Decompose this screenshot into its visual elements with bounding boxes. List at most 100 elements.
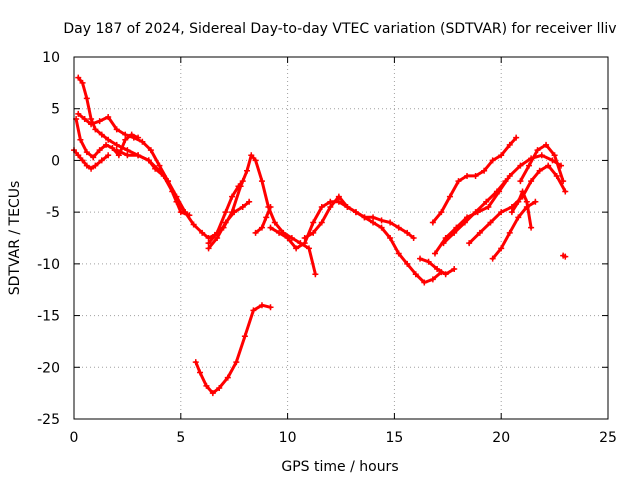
data-series-track-m — [429, 134, 520, 226]
data-point-marker — [258, 224, 265, 231]
data-point-marker — [169, 188, 176, 195]
data-point-marker — [81, 116, 88, 123]
data-point-marker — [352, 209, 359, 216]
data-point-marker — [124, 152, 131, 159]
data-point-marker — [263, 214, 270, 221]
data-point-marker — [318, 203, 325, 210]
data-point-marker — [440, 240, 447, 247]
data-series-track-l — [417, 255, 458, 278]
data-point-marker — [224, 374, 231, 381]
data-point-marker — [344, 203, 351, 210]
data-point-marker — [498, 209, 505, 216]
data-point-marker — [404, 229, 411, 236]
data-point-marker — [446, 193, 453, 200]
data-point-marker — [229, 193, 236, 200]
data-series-track-k — [192, 302, 274, 397]
data-point-marker — [113, 126, 120, 133]
data-point-marker — [431, 250, 438, 257]
data-point-marker — [528, 224, 535, 231]
data-point-marker — [508, 209, 515, 216]
data-point-marker — [246, 198, 253, 205]
data-point-marker — [250, 307, 257, 314]
data-point-marker — [113, 141, 120, 148]
data-point-marker — [493, 188, 500, 195]
data-point-marker — [438, 209, 445, 216]
data-point-marker — [312, 271, 319, 278]
data-point-marker — [551, 152, 558, 159]
data-point-marker — [466, 240, 473, 247]
data-point-marker — [88, 116, 95, 123]
x-tick-label: 25 — [599, 430, 617, 446]
data-point-marker — [451, 266, 458, 273]
data-point-marker — [267, 304, 274, 311]
data-point-marker — [451, 229, 458, 236]
data-series-track-f — [205, 198, 253, 252]
data-series-track-r — [508, 188, 535, 231]
data-point-marker — [122, 136, 129, 143]
data-series-track-g — [205, 178, 246, 247]
data-point-marker — [190, 221, 197, 228]
data-point-marker — [553, 172, 560, 179]
data-point-marker — [205, 235, 212, 241]
data-point-marker — [327, 198, 334, 205]
data-point-marker — [248, 152, 255, 159]
data-point-marker — [476, 229, 483, 236]
data-point-marker — [105, 113, 112, 120]
data-point-marker — [160, 172, 167, 179]
y-tick-label: 0 — [51, 153, 60, 169]
data-point-marker — [515, 214, 522, 221]
data-point-marker — [214, 235, 221, 241]
data-point-marker — [258, 178, 265, 185]
data-point-marker — [442, 271, 449, 278]
data-point-marker — [103, 141, 110, 148]
data-point-marker — [192, 359, 199, 366]
data-point-marker — [156, 162, 163, 169]
data-point-marker — [105, 152, 112, 159]
data-point-marker — [75, 110, 82, 117]
data-point-marker — [252, 229, 259, 236]
data-point-marker — [83, 149, 90, 156]
data-point-marker — [485, 203, 492, 210]
data-point-marker — [222, 219, 229, 226]
data-point-marker — [472, 209, 479, 216]
data-point-marker — [239, 203, 246, 210]
data-point-marker — [538, 152, 545, 159]
data-point-marker — [310, 229, 317, 236]
data-point-marker — [244, 167, 251, 174]
data-point-marker — [455, 178, 462, 185]
x-tick-label: 15 — [385, 430, 403, 446]
data-point-marker — [233, 359, 240, 366]
data-point-marker — [498, 245, 505, 252]
data-point-marker — [284, 235, 291, 241]
data-point-marker — [301, 240, 308, 247]
y-tick-label: 10 — [42, 50, 60, 66]
y-tick-label: -10 — [37, 257, 60, 273]
data-point-marker — [98, 131, 105, 138]
data-point-marker — [122, 131, 129, 138]
data-point-marker — [310, 219, 317, 226]
data-point-marker — [92, 162, 99, 169]
y-axis-label: SDTVAR / TECUs — [7, 181, 23, 296]
data-point-marker — [222, 209, 229, 216]
data-point-marker — [517, 162, 524, 169]
data-series-track-s — [517, 141, 567, 185]
data-point-marker — [139, 138, 146, 145]
chart-title: Day 187 of 2024, Sidereal Day-to-day VTE… — [63, 21, 616, 37]
data-point-marker — [318, 219, 325, 226]
data-point-marker — [115, 152, 122, 159]
data-point-marker — [412, 271, 419, 278]
data-point-marker — [199, 229, 206, 236]
plot-frame — [73, 56, 609, 420]
data-point-marker — [235, 183, 242, 190]
tick-label-layer: 0 5 10 15 20 25 10 5 0 -5 -10 -15 -20 -25 — [37, 50, 617, 446]
data-point-marker — [461, 219, 468, 226]
data-point-marker — [378, 224, 385, 231]
data-point-marker — [536, 167, 543, 174]
data-point-marker — [75, 74, 82, 81]
data-point-marker — [545, 162, 552, 169]
data-point-marker — [205, 240, 212, 247]
x-tick-label: 20 — [492, 430, 510, 446]
data-point-marker — [135, 134, 142, 141]
data-series-track-t — [560, 252, 569, 260]
